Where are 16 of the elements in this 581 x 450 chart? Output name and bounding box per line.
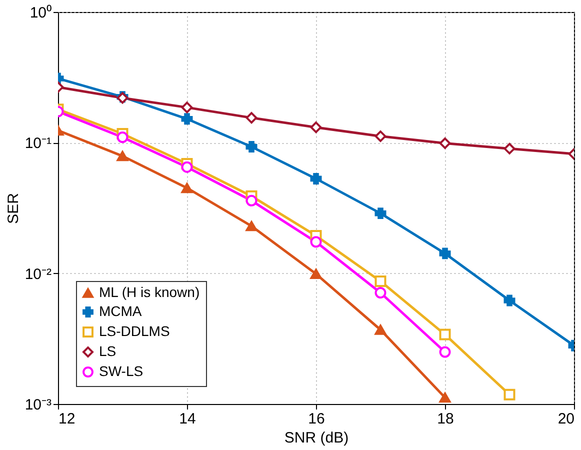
legend-label: LS (99, 343, 116, 359)
y-tick-label: 10⁻¹ (24, 135, 52, 152)
legend-label: ML (H is known) (99, 284, 200, 300)
x-tick-label: 18 (437, 410, 454, 428)
x-tick-label: 12 (58, 410, 76, 428)
y-tick-label: 10⁰ (30, 4, 52, 22)
x-tick-label: 14 (179, 410, 196, 428)
y-axis-title: SER (4, 192, 22, 224)
x-tick-label: 16 (308, 410, 325, 428)
x-tick-label: 20 (558, 410, 574, 428)
legend-label: SW-LS (99, 363, 144, 379)
y-tick-label: 10⁻² (24, 266, 52, 283)
x-axis-title: SNR (dB) (284, 430, 349, 446)
y-tick-label: 10⁻³ (24, 396, 52, 414)
legend-label: LS-DDLMS (99, 323, 170, 339)
legend-label: MCMA (99, 303, 142, 319)
